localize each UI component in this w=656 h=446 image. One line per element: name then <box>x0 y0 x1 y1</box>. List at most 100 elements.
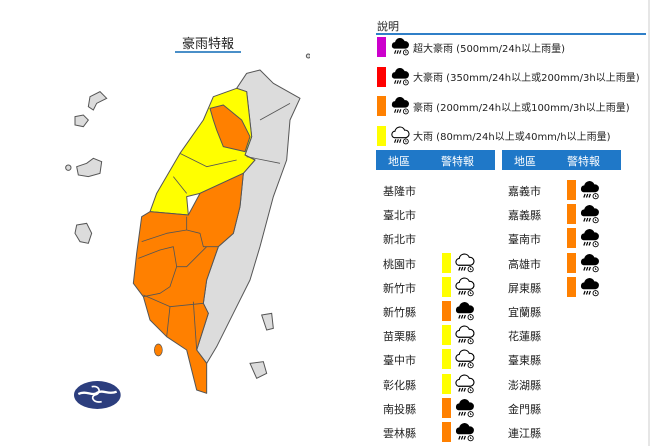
region-row: 宜蘭縣 <box>508 300 608 322</box>
region-name: 嘉義市 <box>508 185 541 198</box>
outlying-islands <box>65 53 310 380</box>
region-row: 臺中市 <box>383 348 483 370</box>
warning-level-bar <box>442 422 451 442</box>
region-name: 苗栗縣 <box>383 330 416 344</box>
warning-level-bar <box>567 276 576 297</box>
warning-level-bar <box>442 252 451 273</box>
warning-level-bar <box>567 180 576 200</box>
region-hsinchu-county-torrential <box>209 104 251 153</box>
warning-level-bar <box>442 276 451 297</box>
heavy-rain-cloud-icon <box>454 422 475 443</box>
warning-level-bar <box>442 397 451 418</box>
region-row: 金門縣 <box>508 397 608 419</box>
region-name: 南投縣 <box>383 402 416 416</box>
legend-divider <box>376 33 646 35</box>
legend-label: 豪雨 (200mm/24h以上或100mm/3h以上雨量) <box>413 102 630 114</box>
region-name: 屏東縣 <box>508 281 541 295</box>
region-name: 新竹市 <box>383 281 416 295</box>
heavy-rain-cloud-icon <box>579 277 600 298</box>
region-name: 連江縣 <box>508 427 541 440</box>
region-row: 基隆市 <box>383 179 483 201</box>
region-row: 新竹縣 <box>383 300 483 322</box>
legend-swatch <box>377 66 386 87</box>
region-row: 嘉義市 <box>508 179 608 201</box>
warning-level-bar <box>442 373 451 394</box>
region-name: 臺南市 <box>508 233 541 247</box>
legend-label: 大豪雨 (350mm/24h以上或200mm/3h以上雨量) <box>413 73 640 84</box>
header-region: 地區 <box>388 155 410 168</box>
taiwan-warning-map <box>65 53 310 409</box>
region-row: 雲林縣 <box>383 421 483 443</box>
region-name: 澎湖縣 <box>508 378 541 392</box>
region-row: 臺東縣 <box>508 348 608 370</box>
legend-swatch <box>377 125 386 146</box>
legend-swatch <box>377 96 386 116</box>
heavy-rain-cloud-icon <box>579 228 600 249</box>
heavy-rain-cloud-icon <box>579 204 600 225</box>
legend-label: 超大豪雨 (500mm/24h以上雨量) <box>413 43 565 55</box>
region-row: 屏東縣 <box>508 276 608 298</box>
region-name: 臺中市 <box>383 354 416 368</box>
region-name: 彰化縣 <box>383 378 416 392</box>
heavy-rain-cloud-icon <box>579 253 600 274</box>
heavy-rain-cloud-icon <box>454 398 475 419</box>
cwa-logo <box>74 381 121 409</box>
region-row: 苗栗縣 <box>383 324 483 346</box>
region-row: 南投縣 <box>383 397 483 419</box>
region-row: 臺北市 <box>383 203 483 225</box>
legend-item-torrential: 豪雨 (200mm/24h以上或100mm/3h以上雨量) <box>377 95 630 117</box>
region-south-torrential <box>132 172 244 394</box>
region-name: 宜蘭縣 <box>508 306 541 319</box>
legend-item-heavy: 大雨 (80mm/24h以上或40mm/h以上雨量) <box>377 125 611 147</box>
warning-level-bar <box>442 349 451 370</box>
region-row: 桃園市 <box>383 252 483 274</box>
header-warning: 警特報 <box>567 155 600 168</box>
legend-item-torrential_extreme: 大豪雨 (350mm/24h以上或200mm/3h以上雨量) <box>377 66 640 88</box>
title-underline <box>175 51 241 53</box>
liuqiu-island <box>153 343 163 357</box>
region-row: 彰化縣 <box>383 373 483 395</box>
table-header-right: 地區 警特報 <box>502 150 621 170</box>
rain-cloud-outline-icon <box>454 277 475 298</box>
heavy-rain-cloud-icon <box>390 37 410 57</box>
legend-swatch <box>377 37 386 57</box>
panel-edge <box>648 0 650 446</box>
heavy-rain-cloud-icon <box>454 301 475 322</box>
region-row: 花蓮縣 <box>508 324 608 346</box>
warning-level-bar <box>567 252 576 273</box>
rain-cloud-outline-icon <box>454 349 475 370</box>
table-header-left: 地區 警特報 <box>376 150 495 170</box>
rain-cloud-outline-icon <box>454 325 475 346</box>
region-row: 高雄市 <box>508 252 608 274</box>
region-row: 新竹市 <box>383 276 483 298</box>
rain-cloud-outline-icon <box>454 374 475 395</box>
legend-label: 大雨 (80mm/24h以上或40mm/h以上雨量) <box>413 132 611 143</box>
header-region: 地區 <box>514 155 536 168</box>
region-name: 新北市 <box>383 233 416 247</box>
region-row: 嘉義縣 <box>508 203 608 225</box>
region-name: 花蓮縣 <box>508 330 541 344</box>
region-row: 臺南市 <box>508 227 608 249</box>
warning-level-bar <box>442 325 451 346</box>
heavy-rain-cloud-icon <box>390 96 410 116</box>
region-name: 臺北市 <box>383 209 416 223</box>
rain-cloud-outline-icon <box>390 126 410 146</box>
warning-level-bar <box>442 301 451 321</box>
region-row: 新北市 <box>383 227 483 249</box>
heavy-rain-cloud-icon <box>390 67 410 87</box>
header-warning: 警特報 <box>441 155 474 168</box>
region-name: 高雄市 <box>508 257 541 271</box>
region-name: 金門縣 <box>508 402 541 416</box>
region-name: 基隆市 <box>383 185 416 198</box>
region-name: 雲林縣 <box>383 427 416 440</box>
warning-level-bar <box>567 204 576 225</box>
map-title: 豪雨特報 <box>181 37 234 52</box>
region-name: 嘉義縣 <box>508 209 541 223</box>
region-row: 連江縣 <box>508 421 608 443</box>
region-name: 臺東縣 <box>508 354 541 368</box>
region-name: 桃園市 <box>383 257 416 271</box>
warning-level-bar <box>567 228 576 249</box>
rain-cloud-outline-icon <box>454 253 475 274</box>
region-name: 新竹縣 <box>383 306 416 319</box>
heavy-rain-cloud-icon <box>579 180 600 201</box>
